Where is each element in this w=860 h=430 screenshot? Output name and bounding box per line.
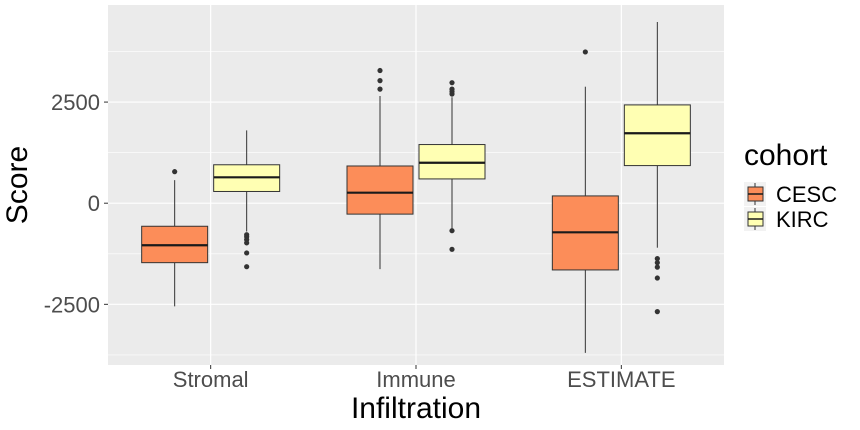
legend-item-cesc: CESC <box>744 182 837 207</box>
outlier-point <box>377 78 383 84</box>
y-axis-ticks: -2500 0 2500 <box>44 90 108 317</box>
x-axis-title: Infiltration <box>351 392 481 425</box>
y-tick-label: 2500 <box>51 90 100 115</box>
box-iqr <box>346 165 414 215</box>
outlier-point <box>244 264 250 270</box>
box-cesc-estimate <box>551 49 619 353</box>
outlier-point <box>377 67 383 74</box>
outlier-point <box>582 49 588 55</box>
outlier-point <box>449 246 455 252</box>
legend-title: cohort <box>744 139 828 172</box>
x-tick-label: Stromal <box>173 367 249 392</box>
legend-item-kirc: KIRC <box>744 207 829 232</box>
outlier-point <box>654 256 660 262</box>
x-axis-ticks: Stromal Immune ESTIMATE <box>173 365 676 392</box>
y-tick-label: 0 <box>88 191 100 216</box>
outlier-point <box>449 80 455 86</box>
box-kirc-immune <box>418 80 486 252</box>
outlier-point <box>654 264 660 270</box>
outlier-point <box>449 228 455 234</box>
major-gridlines <box>108 5 724 365</box>
box-cesc-stromal <box>141 169 209 307</box>
boxes-layer <box>141 21 691 353</box>
outlier-point <box>654 275 660 281</box>
box-kirc-estimate <box>623 21 691 315</box>
outlier-point <box>654 309 660 315</box>
outlier-point <box>449 86 455 92</box>
y-axis-title: Score <box>1 146 34 224</box>
y-tick-label: -2500 <box>44 292 100 317</box>
outlier-point <box>244 250 250 256</box>
x-tick-label: ESTIMATE <box>567 367 675 392</box>
outlier-point <box>244 240 250 246</box>
outlier-point <box>172 169 178 175</box>
box-cesc-immune <box>346 67 414 270</box>
legend-label: CESC <box>776 182 837 207</box>
x-tick-label: Immune <box>376 367 455 392</box>
legend-label: KIRC <box>776 207 829 232</box>
outlier-point <box>377 86 383 92</box>
outlier-point <box>654 260 660 266</box>
box-kirc-stromal <box>213 130 281 270</box>
box-iqr <box>623 104 691 167</box>
